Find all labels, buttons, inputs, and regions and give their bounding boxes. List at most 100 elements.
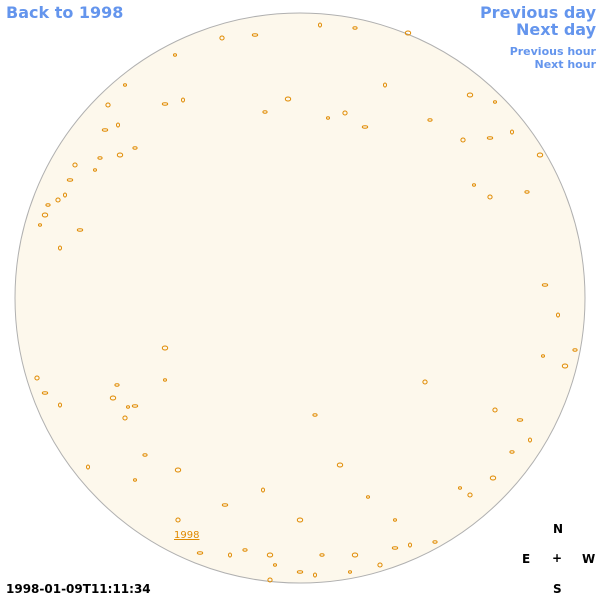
region-contour xyxy=(467,492,473,498)
region-contour xyxy=(296,517,304,523)
region-contour xyxy=(66,178,74,182)
region-contour xyxy=(458,486,462,490)
region-contour xyxy=(510,129,514,135)
region-contour xyxy=(126,405,130,409)
region-contour xyxy=(251,33,259,37)
region-contour xyxy=(101,128,109,132)
region-contour xyxy=(383,82,387,88)
region-contour xyxy=(489,475,497,481)
region-contour xyxy=(486,136,494,140)
region-contour xyxy=(181,97,185,103)
region-contour xyxy=(41,212,49,218)
region-contour xyxy=(352,26,358,30)
region-contour xyxy=(313,572,317,578)
region-contour xyxy=(408,542,412,548)
region-contour xyxy=(72,162,78,168)
region-contour xyxy=(261,487,265,493)
region-contour xyxy=(242,548,248,552)
region-contour xyxy=(377,562,383,568)
region-contour xyxy=(131,404,139,408)
region-contour xyxy=(404,30,412,36)
region-contour xyxy=(161,102,169,106)
region-contour xyxy=(266,552,274,558)
region-contour xyxy=(228,552,232,558)
compass-center: + xyxy=(552,551,563,565)
region-contour xyxy=(175,517,181,523)
region-contour xyxy=(472,183,476,187)
region-contour xyxy=(493,100,497,104)
region-contour xyxy=(422,379,428,385)
compass-west: W xyxy=(582,552,596,566)
year-link[interactable]: 1998 xyxy=(174,530,200,541)
region-contour xyxy=(393,518,397,522)
region-contour xyxy=(34,375,40,381)
region-contour xyxy=(528,437,532,443)
region-contour xyxy=(45,203,51,207)
timestamp: 1998-01-09T11:11:34 xyxy=(6,582,151,596)
region-contour xyxy=(267,577,273,583)
region-contour xyxy=(133,478,137,482)
region-contour xyxy=(361,125,369,129)
region-contour xyxy=(58,402,62,408)
region-contour xyxy=(524,190,530,194)
region-contour xyxy=(109,395,117,401)
compass-north: N xyxy=(553,522,564,536)
active-regions xyxy=(34,22,578,583)
region-contour xyxy=(516,418,524,422)
region-contour xyxy=(351,552,359,558)
region-contour xyxy=(391,546,399,550)
region-contour xyxy=(312,413,318,417)
region-contour xyxy=(58,245,62,251)
next-hour-link[interactable]: Next hour xyxy=(534,58,597,71)
region-contour xyxy=(132,146,138,150)
region-contour xyxy=(336,462,344,468)
region-contour xyxy=(262,110,268,114)
region-contour xyxy=(509,450,515,454)
region-contour xyxy=(460,137,466,143)
region-contour xyxy=(122,415,128,421)
back-link[interactable]: Back to 1998 xyxy=(6,3,124,22)
region-contour xyxy=(342,110,348,116)
region-contour xyxy=(173,53,177,57)
region-contour xyxy=(432,540,438,544)
region-contour xyxy=(556,312,560,318)
region-contour xyxy=(427,118,433,122)
region-contour xyxy=(63,192,67,198)
compass-east: E xyxy=(522,552,531,566)
region-contour xyxy=(487,194,493,200)
region-contour xyxy=(561,363,569,369)
region-contour xyxy=(541,354,545,358)
region-contour xyxy=(284,96,292,102)
region-contour xyxy=(221,503,229,507)
region-contour xyxy=(536,152,544,158)
region-contour xyxy=(123,83,127,87)
region-contour xyxy=(55,197,61,203)
region-contour xyxy=(41,391,49,395)
region-contour xyxy=(466,92,474,98)
region-contour xyxy=(93,168,97,172)
region-contour xyxy=(116,152,124,158)
previous-hour-link[interactable]: Previous hour xyxy=(509,45,596,58)
region-contour xyxy=(38,223,42,227)
region-contour xyxy=(142,453,148,457)
region-contour xyxy=(319,553,325,557)
region-contour xyxy=(348,570,352,574)
previous-day-link[interactable]: Previous day xyxy=(479,3,596,22)
region-contour xyxy=(572,348,578,352)
region-contour xyxy=(541,283,549,287)
region-contour xyxy=(318,22,322,28)
region-contour xyxy=(161,345,169,351)
next-day-link[interactable]: Next day xyxy=(516,20,596,39)
region-contour xyxy=(114,383,120,387)
region-contour xyxy=(116,122,120,128)
region-contour xyxy=(366,495,370,499)
region-contour xyxy=(174,467,182,473)
region-contour xyxy=(326,116,330,120)
region-contour xyxy=(273,563,277,567)
region-contour xyxy=(105,102,111,108)
region-contour xyxy=(97,156,103,160)
region-contour xyxy=(492,407,498,413)
region-contour xyxy=(86,464,90,470)
